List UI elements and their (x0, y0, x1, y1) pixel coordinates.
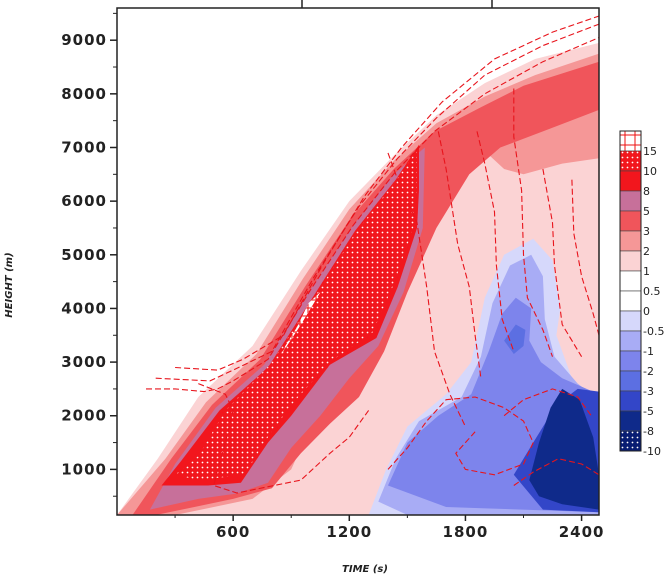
legend-swatch-5 (619, 190, 642, 212)
legend-label: -2 (643, 365, 654, 378)
contour-line-6 (476, 131, 515, 352)
legend-label: -0.5 (643, 325, 664, 338)
y-tick-label: 4000 (61, 299, 107, 317)
y-tick-label: 6000 (61, 192, 107, 210)
color-legend: 15 10 8 5 3 2 1 0.5 0 -0.5 -1 -2 -3 -5 -8 -10 (619, 130, 664, 458)
y-axis-title: HEIGHT (m) (4, 252, 15, 317)
contour-line-layer (146, 15, 599, 494)
legend-swatch-8 (619, 170, 642, 192)
contour-line-5 (437, 131, 482, 379)
legend-label: 2 (643, 245, 650, 258)
legend-label: 1 (643, 265, 650, 278)
legend-label: -8 (643, 425, 654, 438)
legend-label: 5 (643, 205, 650, 218)
legend-swatch-1 (619, 250, 642, 272)
legend-label: 8 (643, 185, 650, 198)
plot-frame (116, 7, 600, 516)
legend-swatch-0.5 (619, 270, 642, 292)
x-axis-title: TIME (s) (342, 564, 388, 575)
contour-line-3 (198, 383, 370, 494)
y-tick-label: 8000 (61, 85, 107, 103)
legend-swatch--3 (619, 370, 642, 392)
legend-swatch--5 (619, 390, 642, 412)
contour-line-10 (387, 396, 534, 476)
contour-line-11 (503, 388, 592, 417)
contour-line-12 (513, 458, 599, 486)
y-tick-label: 9000 (61, 31, 107, 49)
legend-swatch-pattern--10 (620, 431, 641, 451)
y-tick-label: 7000 (61, 138, 107, 156)
legend-label: 0 (643, 305, 650, 318)
x-axis-ticks: 600 1200 1800 2400 (174, 515, 605, 541)
contour-region-pattern-15 (281, 292, 321, 354)
y-tick-label: 5000 (61, 246, 107, 264)
legend-swatch-pattern-10 (620, 151, 641, 171)
y-tick-label: 3000 (61, 353, 107, 371)
legend-frame (619, 130, 642, 452)
contour-region-level--3 (504, 324, 526, 354)
x-tick-label: 1200 (326, 523, 372, 541)
legend-label: -3 (643, 385, 654, 398)
contour-fill-layer (117, 42, 599, 515)
contour-line-9 (571, 179, 599, 336)
y-tick-label: 1000 (61, 460, 107, 478)
legend-label: 0.5 (643, 285, 661, 298)
contour-line-2 (175, 15, 599, 371)
contour-line-4 (387, 152, 466, 427)
contour-line-8 (542, 168, 583, 357)
x-tick-label: 1800 (443, 523, 489, 541)
contour-line-7 (513, 88, 554, 357)
legend-label: -5 (643, 405, 654, 418)
x-tick-label: 2400 (559, 523, 605, 541)
contour-region-pattern-10 (175, 150, 417, 481)
legend-swatch-0 (619, 290, 642, 312)
legend-label: 10 (643, 165, 657, 178)
x-tick-label: 600 (216, 523, 250, 541)
legend-label: 15 (643, 145, 657, 158)
legend-swatch--1 (619, 330, 642, 352)
contour-line-0 (146, 36, 599, 393)
legend-swatch-3 (619, 210, 642, 232)
legend-swatch--0.5 (619, 310, 642, 332)
contour-region-level--8 (529, 388, 599, 510)
legend-swatch--2 (619, 350, 642, 372)
legend-swatch--8 (619, 410, 642, 432)
legend-label: -1 (643, 345, 654, 358)
legend-label: 3 (643, 225, 650, 238)
legend-swatch-2 (619, 230, 642, 252)
y-tick-label: 2000 (61, 407, 107, 425)
legend-swatch-15 (619, 130, 642, 152)
y-axis-ticks: 1000 2000 3000 4000 5000 6000 7000 8000 9000 (61, 12, 117, 497)
legend-label: -10 (643, 445, 661, 458)
contour-line-1 (155, 23, 599, 382)
